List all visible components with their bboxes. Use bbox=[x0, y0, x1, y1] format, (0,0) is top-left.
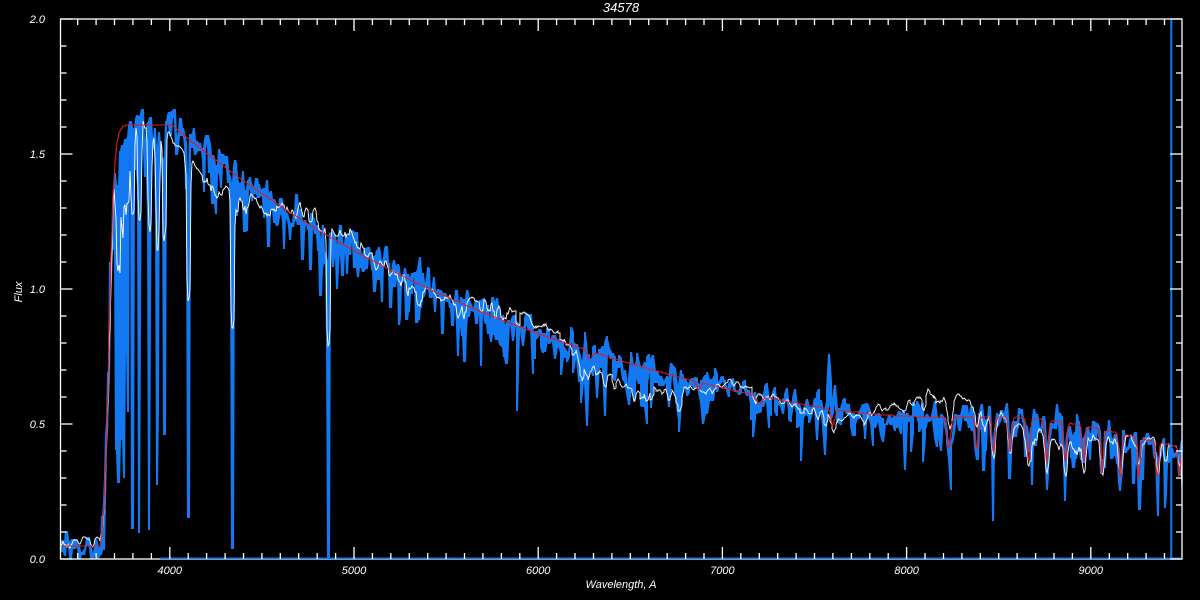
svg-text:1.0: 1.0 bbox=[30, 284, 46, 296]
svg-text:5000: 5000 bbox=[342, 565, 367, 577]
svg-text:Flux: Flux bbox=[13, 281, 25, 302]
svg-text:0.0: 0.0 bbox=[30, 554, 46, 566]
svg-text:7000: 7000 bbox=[710, 565, 735, 577]
svg-text:Wavelength, A: Wavelength, A bbox=[586, 579, 657, 591]
svg-text:4000: 4000 bbox=[158, 565, 183, 577]
svg-text:1.5: 1.5 bbox=[30, 149, 46, 161]
svg-text:34578: 34578 bbox=[603, 0, 640, 15]
svg-text:9000: 9000 bbox=[1079, 565, 1104, 577]
svg-text:0.5: 0.5 bbox=[30, 419, 46, 431]
svg-text:2.0: 2.0 bbox=[29, 14, 46, 26]
svg-text:8000: 8000 bbox=[894, 565, 919, 577]
svg-text:6000: 6000 bbox=[526, 565, 551, 577]
